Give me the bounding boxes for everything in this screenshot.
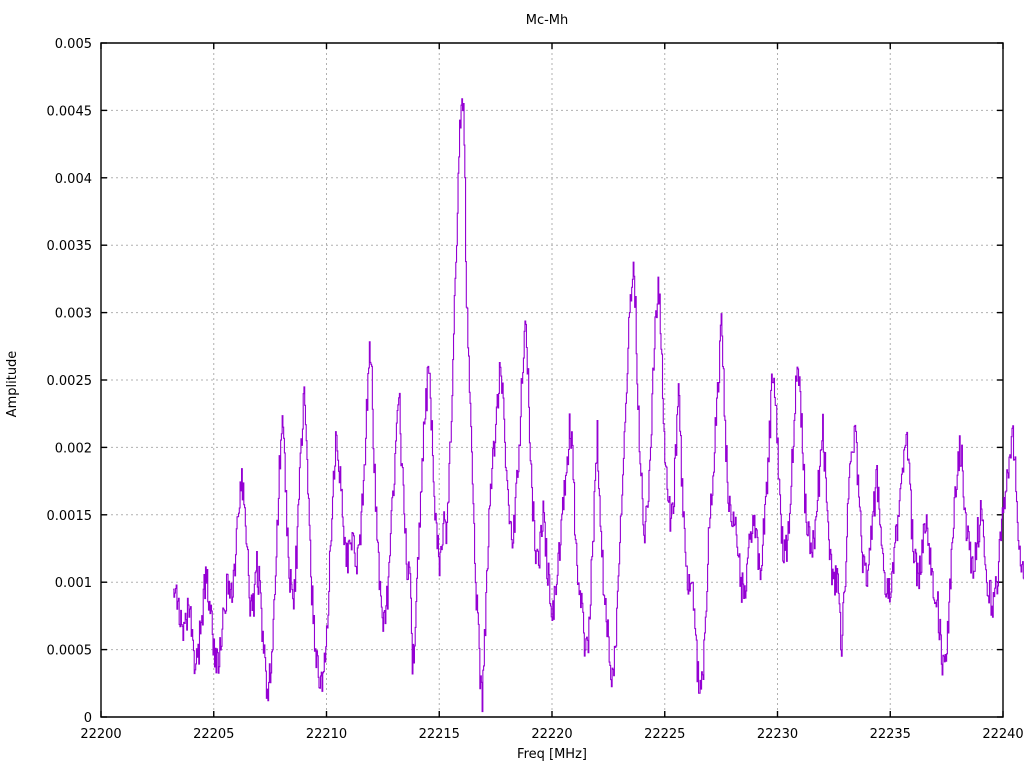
y-tick-label: 0.005 [55,37,92,52]
y-axis-tick-labels: 0 0.0005 0.001 0.0015 0.002 0.0025 0.003 0.0035… [47,37,93,726]
plot-border [100,42,1004,718]
y-tick-label: 0 [84,711,92,726]
x-tick-label: 22215 [419,727,460,742]
y-tick-label: 0.0015 [47,509,93,524]
y-tick-label: 0.0045 [47,104,93,119]
x-tick-label: 22230 [757,727,798,742]
y-tick-label: 0.004 [55,172,92,187]
x-tick-label: 22235 [870,727,911,742]
data-series-group [173,98,1024,713]
y-axis-label: Amplitude [5,351,20,418]
y-tick-label: 0.002 [55,441,92,456]
x-tick-label: 22200 [80,727,121,742]
x-tick-label: 22205 [193,727,234,742]
y-tick-label: 0.0005 [47,644,93,659]
x-tick-label: 22225 [644,727,685,742]
grid-lines [101,43,1003,717]
x-axis-tick-labels: 22200 22205 22210 22215 22220 22225 22230 22235… [80,727,1023,742]
y-tick-label: 0.003 [55,307,92,322]
x-tick-label: 22240 [982,727,1023,742]
page-title: Mc-Mh [526,13,569,28]
y-tick-label: 0.0035 [47,239,93,254]
x-axis-label: Freq [MHz] [517,747,587,762]
y-tick-label: 0.0025 [47,374,93,389]
spectrum-line [173,98,1024,713]
y-tick-label: 0.001 [55,576,92,591]
x-tick-label: 22220 [531,727,572,742]
x-tick-label: 22210 [306,727,347,742]
